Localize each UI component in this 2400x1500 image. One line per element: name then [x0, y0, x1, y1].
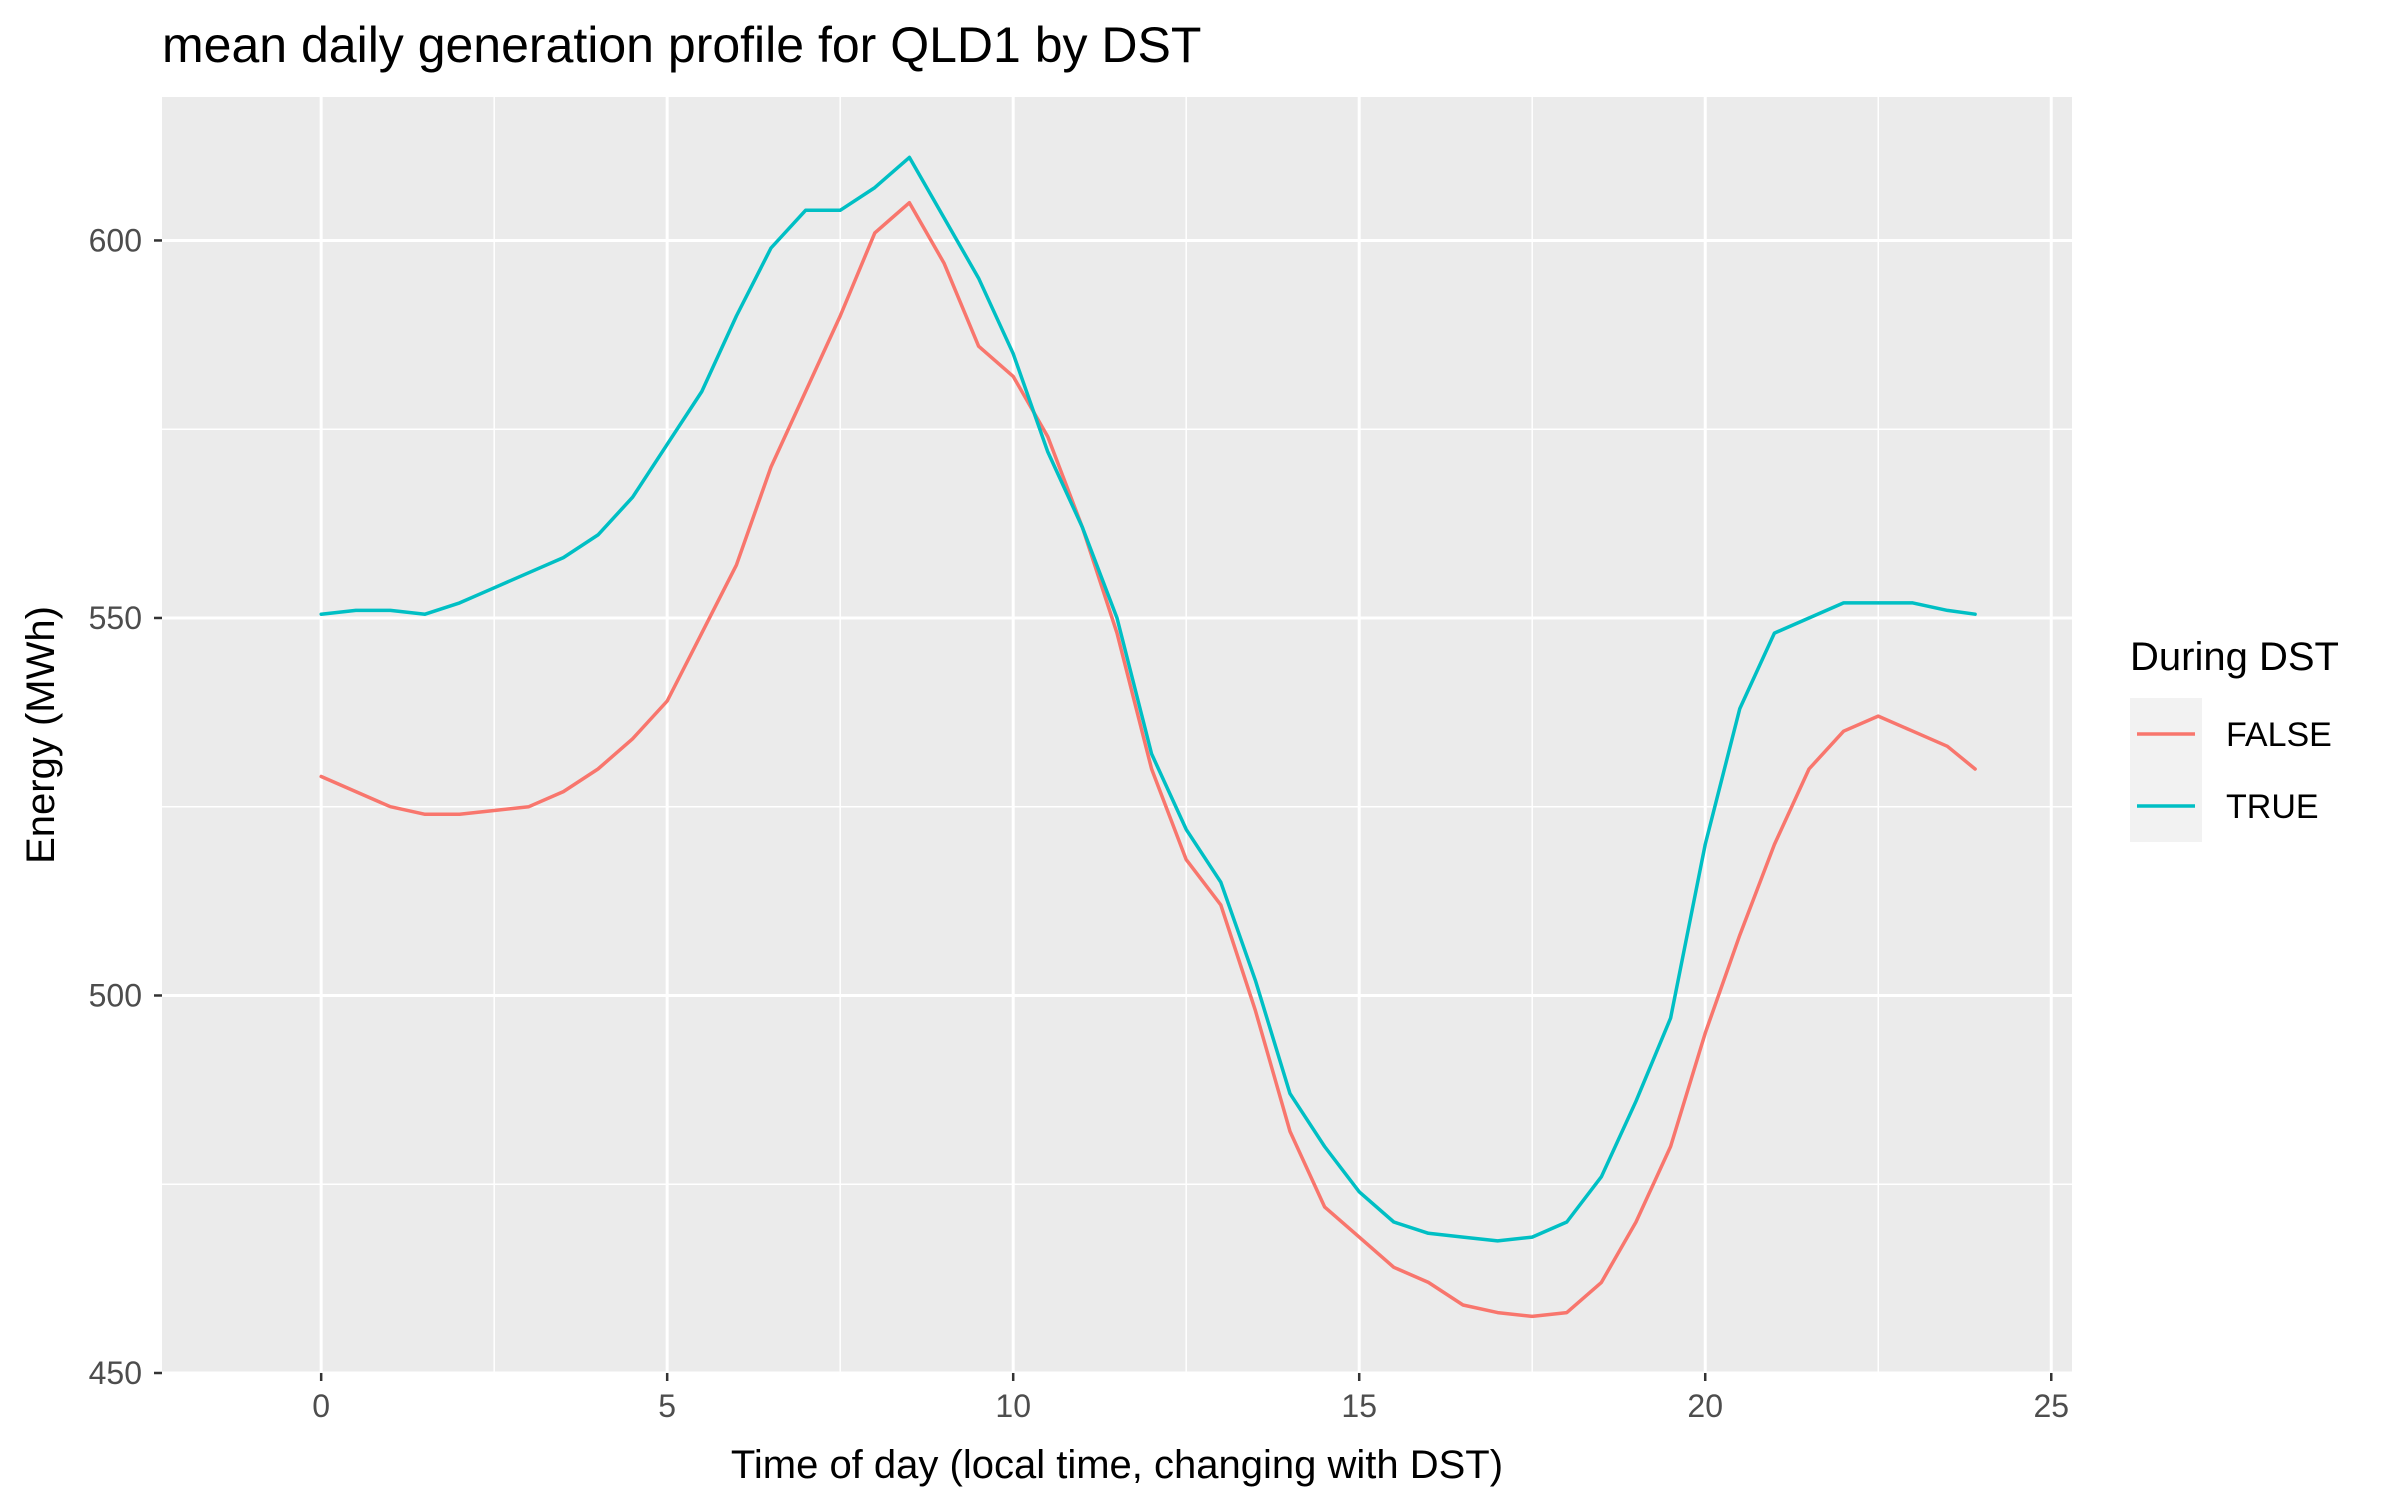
series-lines [319, 155, 1977, 1319]
x-tick-label: 0 [312, 1388, 330, 1424]
legend-label-false: FALSE [2226, 716, 2332, 754]
series-line-true [319, 155, 1977, 1243]
chart-title: mean daily generation profile for QLD1 b… [162, 17, 1201, 73]
y-tick-label: 500 [89, 977, 142, 1013]
series-line-false [319, 200, 1977, 1319]
x-axis: 0 5 10 15 20 25 [312, 1373, 2069, 1424]
x-tick-label: 25 [2033, 1388, 2069, 1424]
x-tick-label: 15 [1341, 1388, 1377, 1424]
plot-panel [162, 97, 2072, 1373]
legend-items: FALSE TRUE [2130, 698, 2332, 842]
legend-title: During DST [2130, 635, 2339, 679]
legend: During DST FALSE TRUE [2130, 635, 2339, 842]
y-tick-label: 600 [89, 222, 142, 258]
x-tick-label: 10 [995, 1388, 1031, 1424]
x-tick-label: 5 [658, 1388, 676, 1424]
y-tick-label: 550 [89, 600, 142, 636]
legend-label-true: TRUE [2226, 788, 2319, 826]
x-tick-label: 20 [1687, 1388, 1723, 1424]
x-axis-title: Time of day (local time, changing with D… [731, 1443, 1503, 1487]
y-axis: 450 500 550 600 [89, 222, 162, 1391]
y-axis-title: Energy (MWh) [19, 606, 63, 864]
minor-gridlines [162, 97, 2072, 1373]
y-tick-label: 450 [89, 1355, 142, 1391]
